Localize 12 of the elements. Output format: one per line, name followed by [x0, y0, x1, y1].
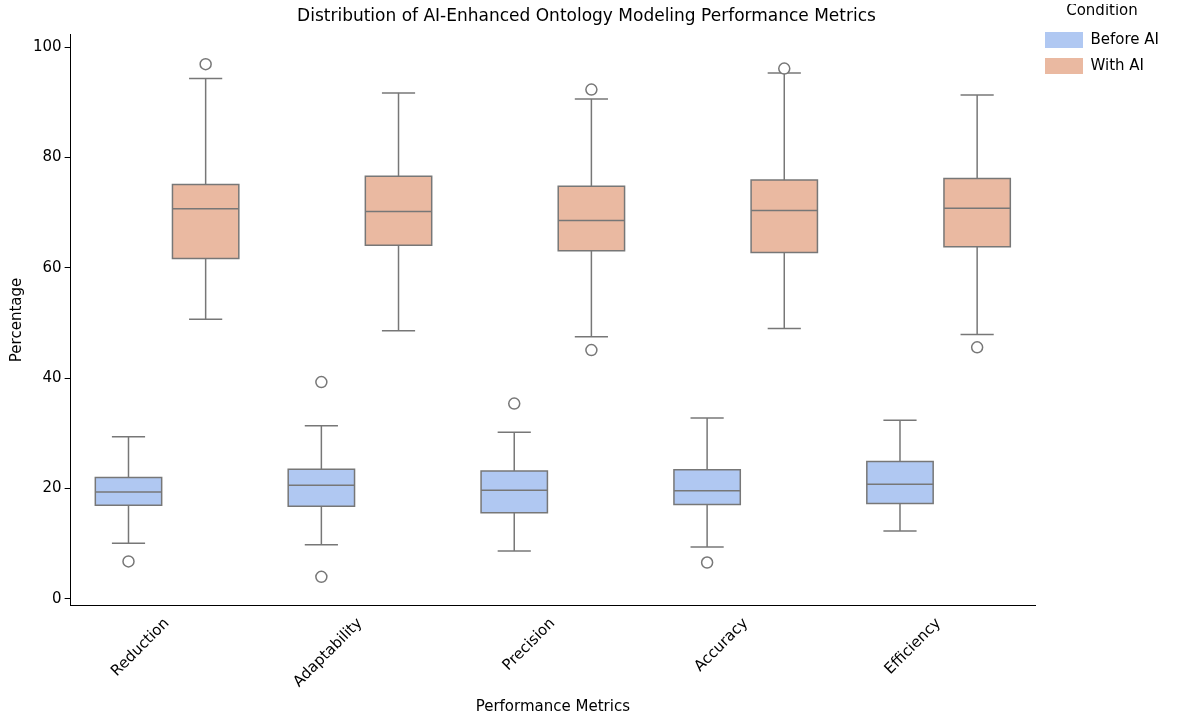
y-tick-label: 0 — [52, 588, 62, 607]
legend-label: With AI — [1090, 55, 1145, 74]
legend-label: Before AI — [1090, 29, 1159, 48]
legend-title: Condition — [1066, 1, 1138, 20]
y-tick-label: 80 — [42, 147, 62, 166]
y-axis-title: Percentage — [6, 277, 25, 363]
y-tick-label: 40 — [42, 368, 62, 387]
y-tick-label: 20 — [42, 478, 62, 497]
chart-title: Distribution of AI-Enhanced Ontology Modeling Performance Metrics — [297, 4, 877, 25]
y-tick-label: 60 — [42, 257, 62, 276]
y-tick-label: 100 — [32, 36, 62, 55]
x-axis-title: Performance Metrics — [475, 696, 631, 715]
